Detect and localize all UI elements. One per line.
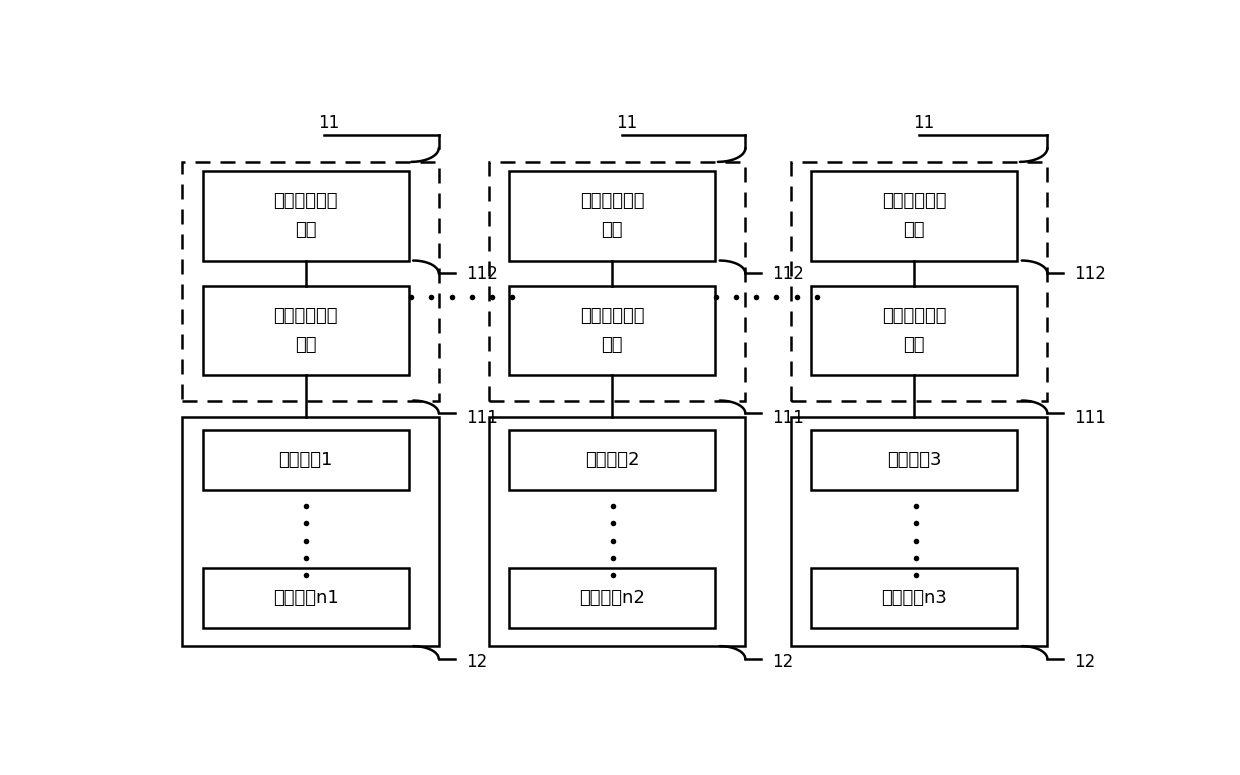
Bar [510,430,715,490]
Text: 12: 12 [466,653,487,671]
Text: 11: 11 [319,114,340,132]
Bar [811,171,1017,260]
Bar [489,417,745,646]
Bar [791,417,1048,646]
Text: 外循环冷却子
系统: 外循环冷却子 系统 [580,192,645,239]
Text: 111: 111 [1074,409,1106,427]
Bar [202,430,408,490]
Text: 12: 12 [771,653,794,671]
Bar [791,162,1048,401]
Text: 外循环冷却子
系统: 外循环冷却子 系统 [882,192,946,239]
Bar [202,171,408,260]
Text: 外循环冷却子
系统: 外循环冷却子 系统 [273,192,337,239]
Bar [811,568,1017,628]
Text: 发热部件n2: 发热部件n2 [579,589,645,607]
Text: 112: 112 [466,265,498,284]
Bar [811,286,1017,375]
Text: 发热部件3: 发热部件3 [887,451,941,469]
Bar [510,286,715,375]
Bar [202,568,408,628]
Text: 发热部件2: 发热部件2 [585,451,640,469]
Bar [202,286,408,375]
Text: 11: 11 [616,114,637,132]
Bar [510,568,715,628]
Text: 内循环冷却子
系统: 内循环冷却子 系统 [882,307,946,354]
Text: 112: 112 [771,265,804,284]
Text: 12: 12 [1074,653,1095,671]
Text: 内循环冷却子
系统: 内循环冷却子 系统 [273,307,337,354]
Bar [182,162,439,401]
Text: 内循环冷却子
系统: 内循环冷却子 系统 [580,307,645,354]
Bar [811,430,1017,490]
Text: 112: 112 [1074,265,1106,284]
Bar [182,417,439,646]
Text: 111: 111 [466,409,498,427]
Bar [489,162,745,401]
Text: 发热部件1: 发热部件1 [278,451,332,469]
Text: 发热部件n1: 发热部件n1 [273,589,339,607]
Text: 11: 11 [913,114,935,132]
Text: 111: 111 [771,409,804,427]
Bar [510,171,715,260]
Text: 发热部件n3: 发热部件n3 [882,589,947,607]
